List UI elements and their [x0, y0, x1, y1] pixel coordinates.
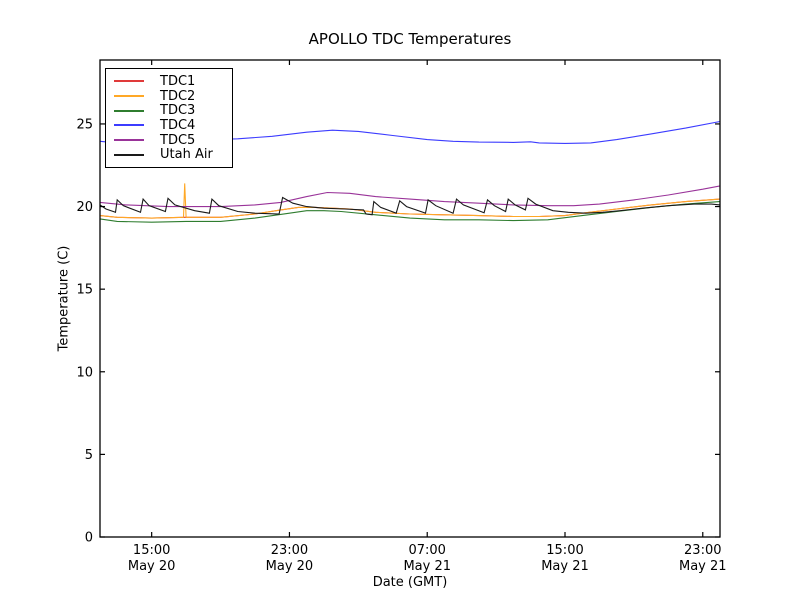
legend-label: Utah Air	[160, 147, 213, 163]
x-axis-label: Date (GMT)	[372, 575, 448, 590]
legend: TDC1 TDC2 TDC3 TDC4 TDC5 Utah Air	[105, 68, 233, 169]
y-tick-label: 0	[85, 531, 93, 546]
x-tick-date-label: May 21	[403, 559, 451, 574]
series-line-tdc5	[99, 185, 721, 208]
legend-item: TDC3	[114, 103, 232, 118]
legend-line-swatch	[114, 124, 144, 127]
legend-item: TDC4	[114, 118, 232, 133]
legend-item: Utah Air	[114, 147, 232, 162]
y-tick-label: 10	[76, 365, 93, 380]
legend-label: TDC1	[160, 73, 196, 89]
series-line-tdc3	[99, 201, 721, 223]
x-tick-time-label: 23:00	[271, 543, 308, 558]
legend-line-swatch	[114, 95, 144, 98]
x-tick-date-label: May 21	[679, 559, 727, 574]
legend-label: TDC2	[160, 88, 196, 104]
x-tick-time-label: 15:00	[546, 543, 583, 558]
chart-title: APOLLO TDC Temperatures	[308, 30, 512, 48]
series-line-tdc1	[99, 198, 721, 219]
y-tick-label: 15	[76, 283, 93, 298]
x-tick-date-label: May 20	[128, 559, 176, 574]
axes-frame	[99, 59, 721, 538]
x-tick-time-label: 23:00	[684, 543, 721, 558]
y-tick-label: 20	[76, 200, 93, 215]
legend-line-swatch	[114, 153, 144, 156]
series-line-utah-air	[99, 196, 721, 216]
legend-label: TDC5	[160, 132, 196, 148]
legend-line-swatch	[114, 80, 144, 83]
legend-item: TDC1	[114, 74, 232, 89]
x-tick-date-label: May 20	[266, 559, 314, 574]
x-tick-time-label: 15:00	[133, 543, 170, 558]
x-tick-time-label: 07:00	[408, 543, 445, 558]
legend-item: TDC5	[114, 133, 232, 148]
legend-item: TDC2	[114, 89, 232, 104]
y-tick-label: 5	[85, 448, 93, 463]
legend-line-swatch	[114, 139, 144, 142]
legend-line-swatch	[114, 109, 144, 112]
legend-label: TDC3	[160, 103, 196, 119]
y-tick-label: 25	[76, 117, 93, 132]
legend-label: TDC4	[160, 117, 196, 133]
x-tick-date-label: May 21	[541, 559, 589, 574]
y-axis-label: Temperature (C)	[56, 245, 72, 352]
